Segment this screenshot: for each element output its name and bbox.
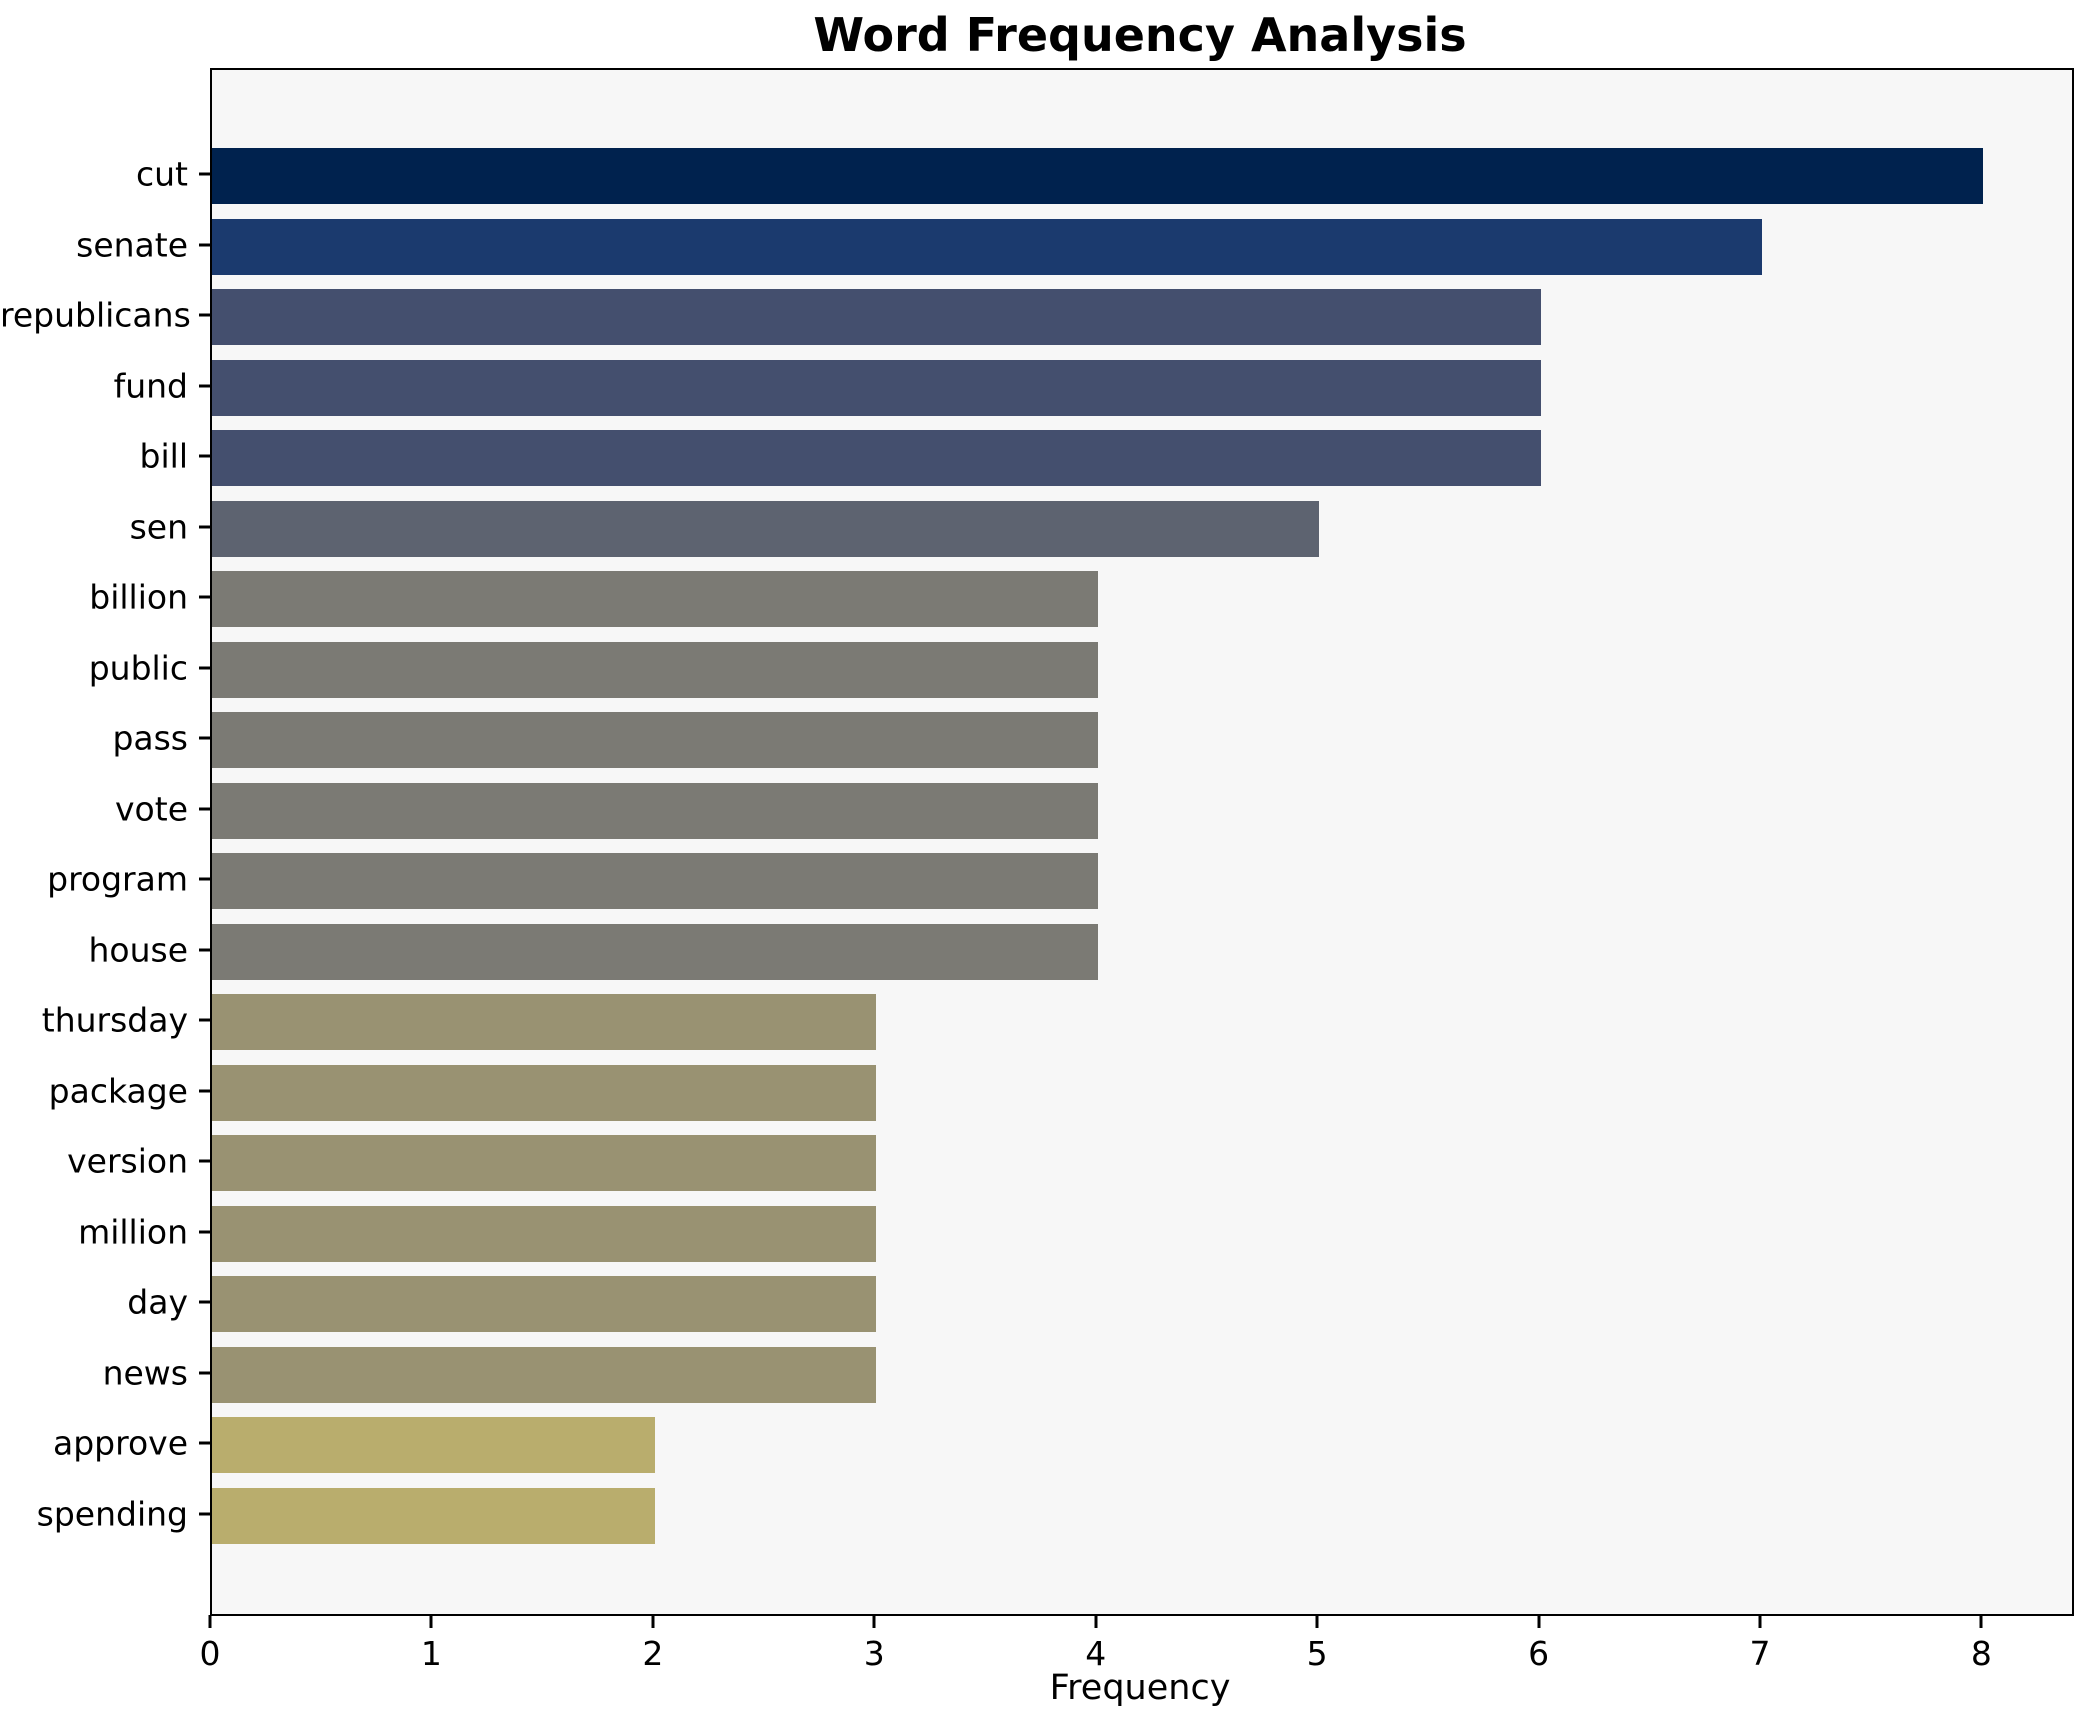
bar-billion	[212, 571, 1098, 627]
bar-program	[212, 853, 1098, 909]
bar-sen	[212, 500, 1320, 557]
bar-approve	[212, 1417, 655, 1473]
bar-thursday	[212, 994, 877, 1050]
x-tick-mark	[1315, 1615, 1319, 1628]
x-tick-mark	[872, 1615, 876, 1628]
bar-version	[212, 1135, 877, 1191]
y-tick-label-house: house	[88, 930, 188, 969]
y-tick-mark	[199, 1512, 210, 1515]
y-tick-mark	[199, 454, 210, 458]
y-tick-label-bill: bill	[139, 436, 188, 476]
bar-fund	[212, 359, 1541, 416]
y-tick-mark	[199, 1230, 210, 1233]
y-tick-label-thursday: thursday	[41, 1000, 188, 1040]
y-tick-mark	[199, 172, 210, 176]
bar-news	[212, 1346, 877, 1403]
bar-vote	[212, 782, 1098, 839]
y-tick-label-program: program	[47, 859, 188, 899]
y-tick-mark	[199, 666, 210, 669]
bar-republicans	[212, 289, 1541, 345]
y-tick-mark	[199, 736, 210, 740]
y-tick-label-billion: billion	[89, 577, 188, 617]
bar-pass	[212, 712, 1098, 768]
bar-public	[212, 641, 1098, 698]
plot-area	[210, 68, 2074, 1616]
y-tick-mark	[199, 313, 210, 317]
x-tick-label-1: 1	[420, 1634, 442, 1673]
x-tick-mark	[1758, 1615, 1762, 1628]
y-tick-mark	[199, 384, 210, 387]
y-tick-label-republicans: republicans	[0, 295, 191, 335]
bar-house	[212, 923, 1098, 980]
y-tick-mark	[199, 525, 210, 528]
y-tick-label-cut: cut	[136, 154, 188, 194]
x-tick-label-3: 3	[863, 1634, 885, 1673]
bar-million	[212, 1205, 877, 1262]
bar-package	[212, 1064, 877, 1121]
y-tick-mark	[199, 1159, 210, 1163]
y-tick-label-spending: spending	[36, 1494, 188, 1533]
y-tick-mark	[199, 595, 210, 599]
y-tick-label-public: public	[88, 648, 188, 687]
bar-cut	[212, 148, 1984, 204]
x-tick-label-5: 5	[1306, 1634, 1328, 1673]
bar-senate	[212, 218, 1762, 275]
chart-title: Word Frequency Analysis	[813, 8, 1467, 62]
x-tick-mark	[429, 1615, 433, 1628]
y-tick-mark	[199, 1371, 210, 1374]
bar-bill	[212, 430, 1541, 486]
y-tick-label-version: version	[67, 1141, 188, 1181]
y-tick-label-pass: pass	[112, 718, 188, 758]
y-tick-mark	[199, 243, 210, 246]
y-tick-mark	[199, 1441, 210, 1445]
x-tick-mark	[651, 1615, 655, 1628]
y-tick-label-package: package	[48, 1071, 188, 1110]
y-tick-mark	[199, 807, 210, 810]
y-tick-mark	[199, 1018, 210, 1022]
x-tick-label-0: 0	[199, 1634, 221, 1673]
y-tick-mark	[199, 1089, 210, 1092]
x-tick-label-6: 6	[1528, 1634, 1550, 1673]
x-tick-label-7: 7	[1749, 1634, 1771, 1673]
y-tick-mark	[199, 877, 210, 881]
x-tick-mark	[1979, 1615, 1983, 1628]
bar-spending	[212, 1487, 655, 1544]
x-tick-mark	[208, 1615, 212, 1628]
x-axis-title: Frequency	[1049, 1668, 1231, 1708]
x-tick-mark	[1537, 1615, 1541, 1628]
y-tick-mark	[199, 948, 210, 951]
bar-day	[212, 1276, 877, 1332]
y-tick-label-vote: vote	[115, 789, 188, 828]
x-tick-label-8: 8	[1970, 1634, 1992, 1673]
y-tick-label-million: million	[78, 1212, 188, 1251]
x-tick-label-4: 4	[1085, 1634, 1107, 1673]
y-tick-label-day: day	[127, 1282, 188, 1322]
y-tick-label-senate: senate	[76, 225, 188, 264]
y-tick-label-approve: approve	[53, 1423, 188, 1463]
y-tick-mark	[199, 1300, 210, 1304]
y-tick-label-sen: sen	[129, 507, 188, 546]
x-tick-label-2: 2	[642, 1634, 664, 1673]
y-tick-label-news: news	[102, 1353, 188, 1392]
y-tick-label-fund: fund	[113, 366, 188, 405]
x-tick-mark	[1094, 1615, 1098, 1628]
